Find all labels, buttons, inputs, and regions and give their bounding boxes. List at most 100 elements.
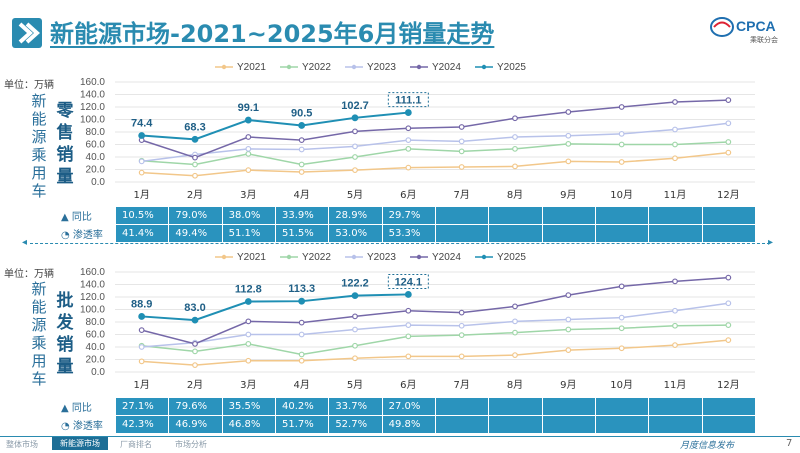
- retail-pen-cell: [648, 224, 703, 243]
- wholesale-series-Y2024-line: [141, 276, 729, 345]
- retail-y-tick: 100.0: [80, 115, 105, 126]
- wholesale-point-Y2022: [565, 326, 572, 333]
- retail-point-Y2022: [618, 141, 625, 148]
- footer-tab-ranking[interactable]: 厂商排名: [120, 440, 152, 449]
- wholesale-point-Y2024: [458, 309, 465, 316]
- retail-series-Y2023-line: [141, 122, 729, 163]
- retail-yoy-cell: [488, 206, 543, 225]
- retail-legend-marker: [416, 64, 422, 70]
- retail-category-label: 新能源乘用车: [31, 92, 47, 200]
- retail-point-Y2022: [672, 141, 678, 148]
- wholesale-point-Y2024: [245, 318, 252, 325]
- retail-data-label: 111.1: [395, 95, 421, 107]
- wholesale-pen-cell: [701, 415, 756, 434]
- wholesale-legend-marker: [221, 254, 227, 260]
- retail-point-Y2022: [405, 145, 412, 152]
- footer-tab-nev[interactable]: 新能源市场: [52, 437, 108, 450]
- retail-pen-row: ◔ 渗透率 41.4% 49.4% 51.1% 51.5% 53.0% 53.3%: [60, 224, 756, 243]
- wholesale-pen-cell: [594, 415, 650, 434]
- wholesale-point-Y2024: [512, 303, 518, 310]
- retail-x-tick: 12月: [717, 189, 740, 201]
- retail-data-label: 68.3: [184, 121, 205, 133]
- retail-x-tick: 2月: [187, 189, 203, 201]
- retail-pen-cell: [541, 224, 596, 243]
- wholesale-point-Y2021: [405, 353, 412, 360]
- retail-point-Y2021: [405, 164, 412, 171]
- retail-pen-cell: 41.4%: [114, 224, 170, 243]
- wholesale-point-Y2024: [298, 319, 305, 326]
- retail-y-tick: 160.0: [80, 77, 105, 88]
- wholesale-point-Y2022: [352, 342, 358, 349]
- footer-release-text: 月度信息发布: [680, 441, 735, 451]
- wholesale-legend-marker: [481, 254, 487, 260]
- retail-yoy-cell: 38.0%: [221, 206, 276, 225]
- wholesale-point-Y2022: [618, 325, 625, 332]
- retail-point-Y2024: [618, 104, 625, 110]
- wholesale-yoy-cell: [594, 397, 650, 416]
- wholesale-point-Y2021: [245, 357, 252, 364]
- wholesale-point-Y2021: [138, 358, 145, 365]
- page-number: 7: [786, 438, 793, 449]
- retail-yoy-row: ▲ 同比 10.5% 79.0% 38.0% 33.9% 28.9% 29.7%: [60, 206, 756, 225]
- retail-point-Y2023: [352, 143, 358, 150]
- wholesale-series-Y2022-line: [141, 324, 729, 356]
- retail-point-Y2025: [404, 109, 412, 116]
- wholesale-x-tick: 12月: [717, 379, 740, 391]
- retail-series-Y2024-line: [141, 99, 729, 159]
- retail-pen-cell: 51.5%: [274, 224, 330, 243]
- wholesale-legend-label: Y2022: [302, 252, 331, 263]
- wholesale-yoy-cell: [541, 397, 596, 416]
- wholesale-pen-label: ◔ 渗透率: [60, 415, 116, 434]
- retail-legend-label: Y2025: [497, 62, 526, 73]
- wholesale-point-Y2023: [565, 316, 572, 323]
- retail-yoy-cell: 79.0%: [168, 206, 223, 225]
- retail-point-Y2021: [245, 167, 252, 174]
- retail-point-Y2024: [672, 99, 678, 105]
- retail-point-Y2025: [351, 114, 359, 122]
- wholesale-yoy-cell: [434, 397, 490, 416]
- retail-point-Y2021: [352, 167, 358, 174]
- retail-pen-cell: 53.3%: [381, 224, 436, 243]
- retail-y-tick: 20.0: [86, 165, 106, 176]
- wholesale-point-Y2021: [298, 357, 305, 364]
- wholesale-point-Y2025: [404, 291, 412, 298]
- wholesale-pen-cell: 52.7%: [328, 415, 383, 434]
- wholesale-legend-marker: [286, 254, 292, 260]
- wholesale-point-Y2021: [618, 345, 625, 352]
- wholesale-pen-cell: 42.3%: [114, 415, 170, 434]
- wholesale-y-tick: 40.0: [86, 342, 106, 353]
- retail-point-Y2023: [405, 137, 412, 144]
- wholesale-legend-label: Y2025: [497, 252, 526, 263]
- wholesale-y-tick: 60.0: [86, 330, 106, 341]
- footer-line: [0, 436, 800, 437]
- retail-unit-label: 单位：万辆: [4, 80, 54, 91]
- retail-data-label: 102.7: [341, 100, 369, 112]
- cpca-logo: CPCA 乘联分会: [710, 14, 790, 44]
- retail-point-Y2021: [672, 155, 678, 162]
- retail-x-tick: 1月: [133, 189, 149, 201]
- wholesale-pen-cell: [434, 415, 490, 434]
- retail-y-tick: 40.0: [86, 152, 106, 163]
- retail-point-Y2022: [245, 150, 252, 157]
- retail-yoy-cell: 28.9%: [328, 206, 383, 225]
- retail-legend-marker: [286, 64, 292, 70]
- wholesale-chart-label: 批发销量: [56, 291, 74, 377]
- wholesale-legend-label: Y2023: [367, 252, 396, 263]
- footer-tab-overall[interactable]: 整体市场: [6, 440, 38, 449]
- wholesale-x-tick: 8月: [507, 379, 523, 391]
- wholesale-point-Y2023: [512, 318, 518, 325]
- footer-tab-analysis[interactable]: 市场分析: [175, 440, 207, 449]
- retail-legend-marker: [221, 64, 227, 70]
- retail-point-Y2023: [458, 138, 465, 145]
- wholesale-yoy-label-text: 同比: [71, 403, 92, 414]
- retail-data-label: 90.5: [291, 107, 312, 119]
- wholesale-x-tick: 6月: [400, 379, 416, 391]
- wholesale-y-tick: 120.0: [80, 292, 105, 303]
- wholesale-x-tick: 10月: [610, 379, 633, 391]
- retail-point-Y2024: [298, 137, 305, 144]
- wholesale-point-Y2024: [725, 274, 732, 281]
- retail-legend-marker: [351, 64, 357, 70]
- retail-point-Y2021: [618, 159, 625, 165]
- wholesale-x-tick: 1月: [133, 379, 149, 391]
